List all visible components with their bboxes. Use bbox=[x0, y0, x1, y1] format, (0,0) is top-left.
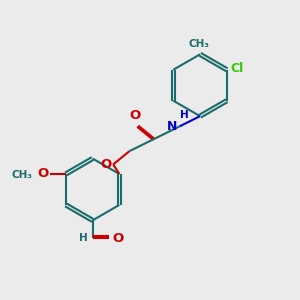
Text: O: O bbox=[112, 232, 124, 244]
Text: N: N bbox=[167, 120, 177, 133]
Text: CH₃: CH₃ bbox=[11, 169, 32, 180]
Text: Cl: Cl bbox=[230, 62, 244, 75]
Text: O: O bbox=[129, 109, 140, 122]
Text: H: H bbox=[180, 110, 189, 120]
Text: H: H bbox=[79, 233, 87, 243]
Text: O: O bbox=[38, 167, 49, 180]
Text: CH₃: CH₃ bbox=[188, 39, 209, 49]
Text: O: O bbox=[100, 158, 112, 171]
